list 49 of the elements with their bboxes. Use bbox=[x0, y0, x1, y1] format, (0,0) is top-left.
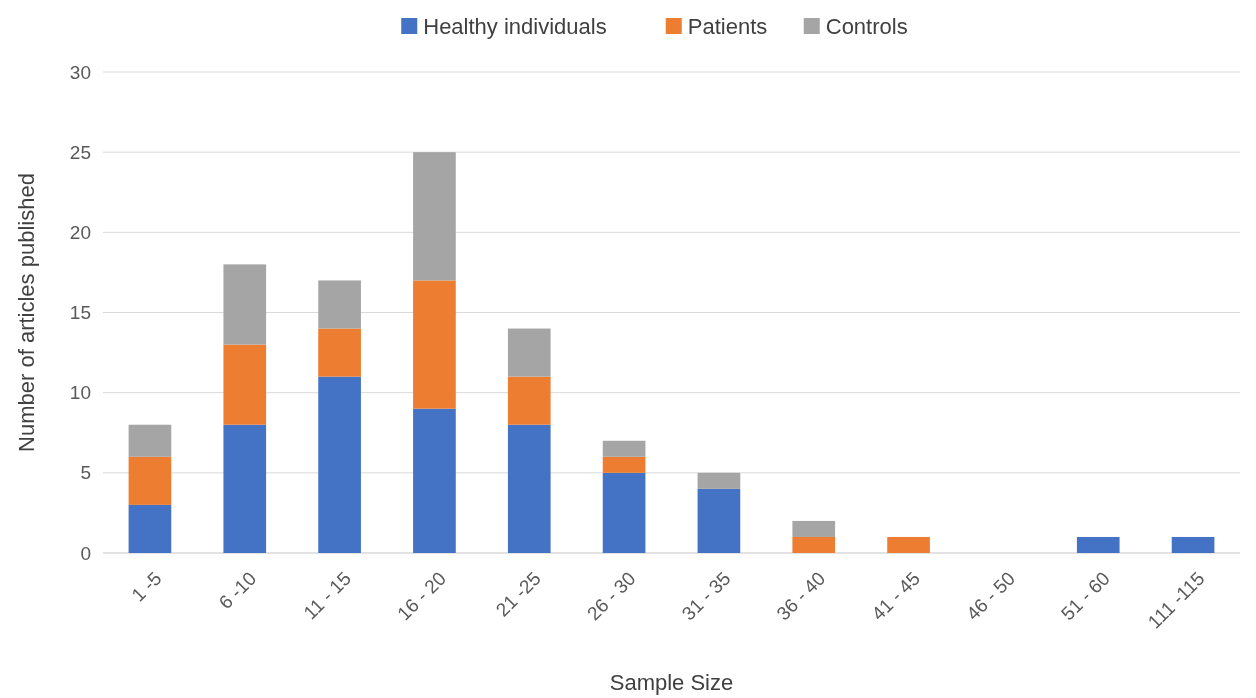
bar bbox=[602, 472, 646, 553]
bar bbox=[887, 536, 930, 553]
y-tick-label: 10 bbox=[69, 382, 91, 404]
bar bbox=[318, 328, 361, 377]
bar bbox=[128, 424, 172, 457]
legend-label: Controls bbox=[825, 13, 908, 39]
y-tick-label: 30 bbox=[69, 61, 91, 83]
bar bbox=[602, 440, 646, 457]
bar bbox=[1076, 536, 1120, 553]
x-tick-label: 41 - 45 bbox=[867, 567, 925, 625]
legend-label: Patients bbox=[687, 13, 768, 39]
bar bbox=[413, 280, 456, 409]
legend-label: Healthy individuals bbox=[423, 13, 607, 39]
y-tick-label: 0 bbox=[80, 542, 91, 564]
y-tick-label: 20 bbox=[69, 221, 91, 243]
x-tick-label: 46 - 50 bbox=[962, 567, 1019, 625]
x-tick-label: 21 -25 bbox=[491, 567, 545, 621]
y-axis-title: Number of articles published bbox=[14, 173, 39, 452]
bar bbox=[223, 344, 267, 425]
bar bbox=[1171, 536, 1215, 553]
bar bbox=[507, 424, 551, 553]
bar bbox=[413, 152, 456, 281]
bar bbox=[128, 456, 172, 505]
x-tick-label: 111 -115 bbox=[1143, 567, 1209, 633]
bar bbox=[697, 472, 741, 489]
bar bbox=[223, 264, 267, 345]
bar bbox=[792, 520, 836, 537]
bar bbox=[128, 504, 172, 553]
x-axis-title: Sample Size bbox=[609, 670, 734, 695]
x-tick-label: 31 - 35 bbox=[677, 567, 735, 625]
x-tick-label: 26 - 30 bbox=[582, 567, 640, 625]
y-tick-label: 15 bbox=[69, 302, 91, 324]
bar bbox=[792, 536, 836, 553]
bar bbox=[507, 376, 551, 425]
bar bbox=[223, 424, 267, 553]
y-tick-label: 5 bbox=[80, 462, 91, 484]
x-tick-label: 11 - 15 bbox=[299, 567, 356, 624]
bar bbox=[602, 456, 646, 473]
x-tick-label: 6 -10 bbox=[214, 567, 261, 614]
bar bbox=[318, 376, 361, 553]
x-tick-label: 51 - 60 bbox=[1057, 567, 1114, 625]
x-tick-label: 36 - 40 bbox=[772, 567, 830, 625]
x-tick-label: 1 -5 bbox=[127, 567, 166, 606]
bar bbox=[413, 408, 456, 553]
bar bbox=[318, 280, 361, 329]
y-tick-label: 25 bbox=[69, 141, 91, 163]
bar bbox=[507, 328, 551, 377]
bar bbox=[697, 488, 741, 553]
x-tick-label: 16 - 20 bbox=[393, 567, 450, 625]
